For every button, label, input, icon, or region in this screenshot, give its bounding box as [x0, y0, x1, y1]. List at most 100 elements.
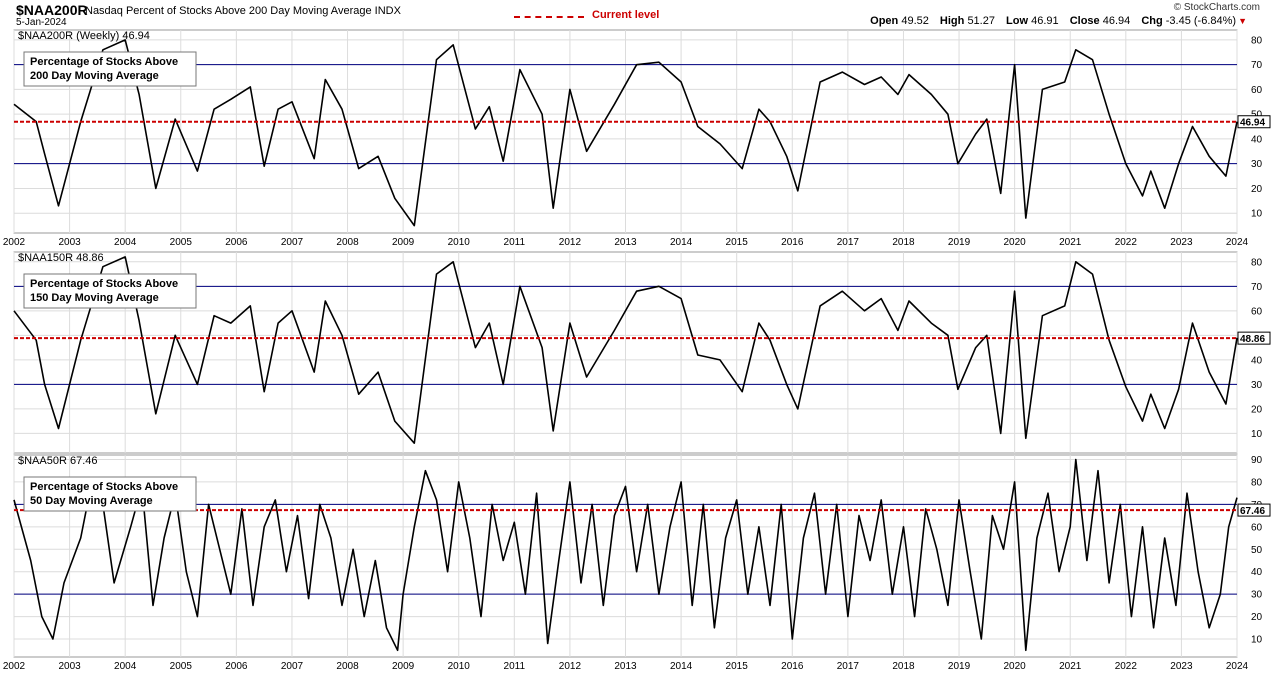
- x-tick-label: 2019: [948, 661, 971, 672]
- current-level-legend-label: Current level: [592, 9, 660, 21]
- x-tick-label: 2017: [837, 237, 860, 248]
- y-tick-label: 20: [1251, 612, 1263, 623]
- current-value-tag: 46.94: [1240, 118, 1265, 129]
- x-tick-label: 2015: [726, 661, 749, 672]
- current-value-tag-box: [1237, 331, 1271, 345]
- x-tick-label: 2016: [781, 237, 804, 248]
- y-tick-label: 80: [1251, 35, 1263, 46]
- annotation-box: [23, 476, 197, 512]
- x-tick-label: 2003: [58, 237, 81, 248]
- annotation-line-2: 150 Day Moving Average: [30, 292, 159, 304]
- x-tick-label: 2022: [1115, 661, 1138, 672]
- x-tick-label: 2013: [614, 661, 637, 672]
- x-tick-label: 2013: [614, 237, 637, 248]
- x-tick-label: 2021: [1059, 237, 1082, 248]
- y-tick-label: 40: [1251, 355, 1263, 366]
- panel-ticker-label: $NAA150R 48.86: [18, 252, 104, 264]
- x-tick-label: 2005: [170, 661, 193, 672]
- y-tick-label: 40: [1251, 567, 1263, 578]
- stockcharts-watermark[interactable]: © StockCharts.com: [1173, 2, 1260, 13]
- x-tick-label: 2024: [1226, 661, 1249, 672]
- x-tick-label: 2007: [281, 237, 304, 248]
- y-tick-label: 60: [1251, 85, 1263, 96]
- x-tick-label: 2012: [559, 661, 582, 672]
- exchange-text: INDX: [374, 5, 401, 17]
- x-tick-label: 2002: [3, 237, 26, 248]
- x-tick-label: 2004: [114, 661, 137, 672]
- chg-value: -3.45 (-6.84%): [1165, 15, 1237, 27]
- annotation-line-1: Percentage of Stocks Above: [30, 56, 178, 68]
- x-tick-label: 2023: [1170, 661, 1193, 672]
- x-tick-label: 2018: [892, 661, 915, 672]
- chg-label: Chg: [1141, 15, 1163, 27]
- high-label: High: [939, 15, 965, 27]
- chart-date: 5-Jan-2024: [16, 17, 67, 28]
- x-tick-label: 2007: [281, 661, 304, 672]
- x-tick-label: 2014: [670, 661, 693, 672]
- current-value-tag: 48.86: [1240, 334, 1265, 345]
- y-tick-label: 80: [1251, 477, 1263, 488]
- annotation-line-1: Percentage of Stocks Above: [30, 481, 178, 493]
- y-tick-label: 50: [1251, 545, 1263, 556]
- current-value-tag-box: [1237, 115, 1271, 129]
- open-value: 49.52: [901, 15, 929, 27]
- chart-description: Nasdaq Percent of Stocks Above 200 Day M…: [85, 5, 401, 17]
- x-tick-label: 2005: [170, 237, 193, 248]
- annotation-line-2: 50 Day Moving Average: [30, 495, 153, 507]
- description-text: Nasdaq Percent of Stocks Above 200 Day M…: [85, 5, 372, 17]
- series-line: [13, 39, 1238, 227]
- x-tick-label: 2023: [1170, 237, 1193, 248]
- annotation-line-1: Percentage of Stocks Above: [30, 278, 178, 290]
- x-tick-label: 2010: [448, 237, 471, 248]
- x-tick-label: 2024: [1226, 237, 1249, 248]
- current-value-tag: 67.46: [1240, 506, 1265, 517]
- x-tick-label: 2019: [948, 237, 971, 248]
- annotation-box: [23, 273, 197, 309]
- x-tick-label: 2011: [504, 237, 526, 248]
- y-tick-label: 10: [1251, 635, 1263, 646]
- y-tick-label: 20: [1251, 184, 1263, 195]
- panel-ticker-label: $NAA200R (Weekly) 46.94: [18, 30, 150, 42]
- open-label: Open: [870, 15, 899, 27]
- y-tick-label: 30: [1251, 590, 1263, 601]
- close-value: 46.94: [1102, 15, 1131, 27]
- x-tick-label: 2020: [1004, 237, 1027, 248]
- x-tick-label: 2020: [1004, 661, 1027, 672]
- x-tick-label: 2004: [114, 237, 137, 248]
- panel-ticker-label: $NAA50R 67.46: [18, 455, 98, 467]
- close-label: Close: [1069, 15, 1100, 27]
- x-tick-label: 2006: [225, 661, 248, 672]
- y-tick-label: 60: [1251, 306, 1263, 317]
- y-tick-label: 70: [1251, 282, 1263, 293]
- x-tick-label: 2002: [3, 661, 26, 672]
- y-tick-label: 30: [1251, 159, 1263, 170]
- down-arrow-icon: ▼: [1238, 16, 1247, 26]
- x-tick-label: 2017: [837, 661, 860, 672]
- y-tick-label: 50: [1251, 110, 1263, 121]
- y-tick-label: 70: [1251, 60, 1263, 71]
- x-tick-label: 2018: [892, 237, 915, 248]
- x-tick-label: 2006: [225, 237, 248, 248]
- y-tick-label: 80: [1251, 257, 1263, 268]
- y-tick-label: 90: [1251, 455, 1263, 466]
- low-value: 46.91: [1031, 15, 1059, 27]
- x-tick-label: 2021: [1059, 661, 1082, 672]
- low-label: Low: [1006, 15, 1029, 27]
- x-tick-label: 2012: [559, 237, 582, 248]
- y-tick-label: 20: [1251, 404, 1263, 415]
- x-tick-label: 2022: [1115, 237, 1138, 248]
- series-line: [13, 256, 1238, 445]
- high-value: 51.27: [967, 15, 995, 27]
- x-tick-label: 2011: [504, 661, 526, 672]
- y-tick-label: 10: [1251, 209, 1263, 220]
- x-tick-label: 2016: [781, 661, 804, 672]
- chart-symbol: $NAA200R: [16, 2, 88, 18]
- x-tick-label: 2015: [726, 237, 749, 248]
- current-level-legend-swatch: [514, 16, 584, 18]
- series-line: [13, 458, 1238, 652]
- x-tick-label: 2014: [670, 237, 693, 248]
- x-tick-label: 2010: [448, 661, 471, 672]
- annotation-box: [23, 51, 197, 87]
- y-tick-label: 40: [1251, 134, 1263, 145]
